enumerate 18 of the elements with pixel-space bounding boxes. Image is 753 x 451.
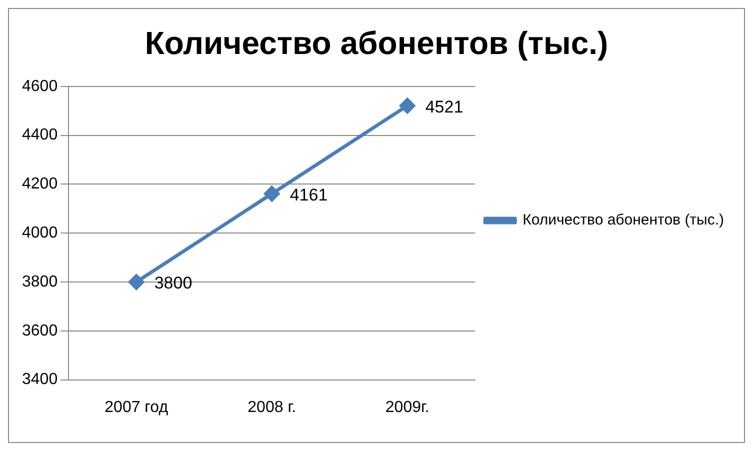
chart-title: Количество абонентов (тыс.) xyxy=(144,25,608,62)
point xyxy=(400,98,416,114)
y-tick-label: 4000 xyxy=(22,224,58,242)
y-tick-label: 3600 xyxy=(22,322,58,340)
data-label: 4161 xyxy=(290,185,328,204)
data-label: 3800 xyxy=(154,274,192,293)
point xyxy=(128,274,144,290)
data-label: 4521 xyxy=(425,97,464,116)
legend-label: Количество абонентов (тыс.) xyxy=(522,212,724,229)
x-tick-label: 2007 год xyxy=(104,398,169,416)
x-tick-label: 2008 г. xyxy=(248,398,296,416)
y-tick-label: 3800 xyxy=(22,273,58,290)
x-tick-label: 2009г. xyxy=(385,398,430,416)
y-tick-label: 3400 xyxy=(22,371,58,388)
point xyxy=(264,186,280,202)
y-tick-label: 4400 xyxy=(22,126,58,144)
y-tick-label: 4200 xyxy=(22,176,58,193)
y-tick-label: 4600 xyxy=(22,78,58,95)
